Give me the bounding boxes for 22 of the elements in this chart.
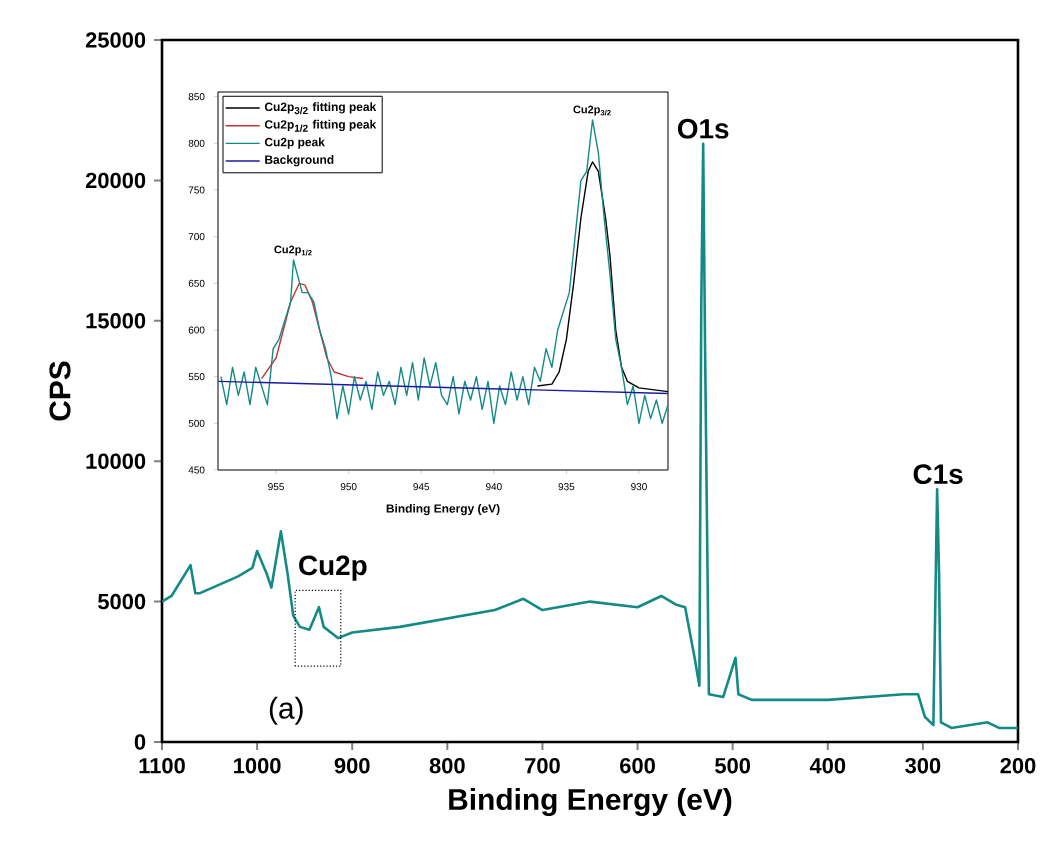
y-axis-title: CPS bbox=[49, 361, 71, 421]
y-tick-label: 0 bbox=[134, 734, 146, 750]
x-tick-label: 1100 bbox=[139, 757, 185, 774]
y-tick-label: 20000 bbox=[85, 172, 146, 189]
annotation: Cu2p bbox=[299, 555, 367, 581]
x-tick-label: 700 bbox=[525, 757, 560, 774]
x-tick-label: 900 bbox=[334, 757, 370, 774]
x-tick-label: 400 bbox=[809, 757, 846, 774]
x-tick-label: 600 bbox=[620, 757, 655, 774]
annotation: C1s bbox=[913, 464, 963, 485]
x-tick-label: 500 bbox=[715, 757, 751, 774]
annotation: (a) bbox=[269, 696, 303, 725]
y-tick-label: 15000 bbox=[86, 313, 146, 329]
y-tick-label: 25000 bbox=[85, 32, 146, 48]
x-axis-title: Binding Energy (eV) bbox=[449, 788, 732, 817]
x-tick-label: 1000 bbox=[234, 757, 281, 774]
y-tick-label: 10000 bbox=[86, 453, 146, 469]
annotation: O1s bbox=[677, 118, 729, 139]
x-tick-label: 300 bbox=[905, 757, 941, 774]
x-tick-label: 800 bbox=[429, 757, 465, 774]
x-tick-label: 200 bbox=[1000, 757, 1036, 774]
y-tick-label: 5000 bbox=[98, 593, 146, 610]
